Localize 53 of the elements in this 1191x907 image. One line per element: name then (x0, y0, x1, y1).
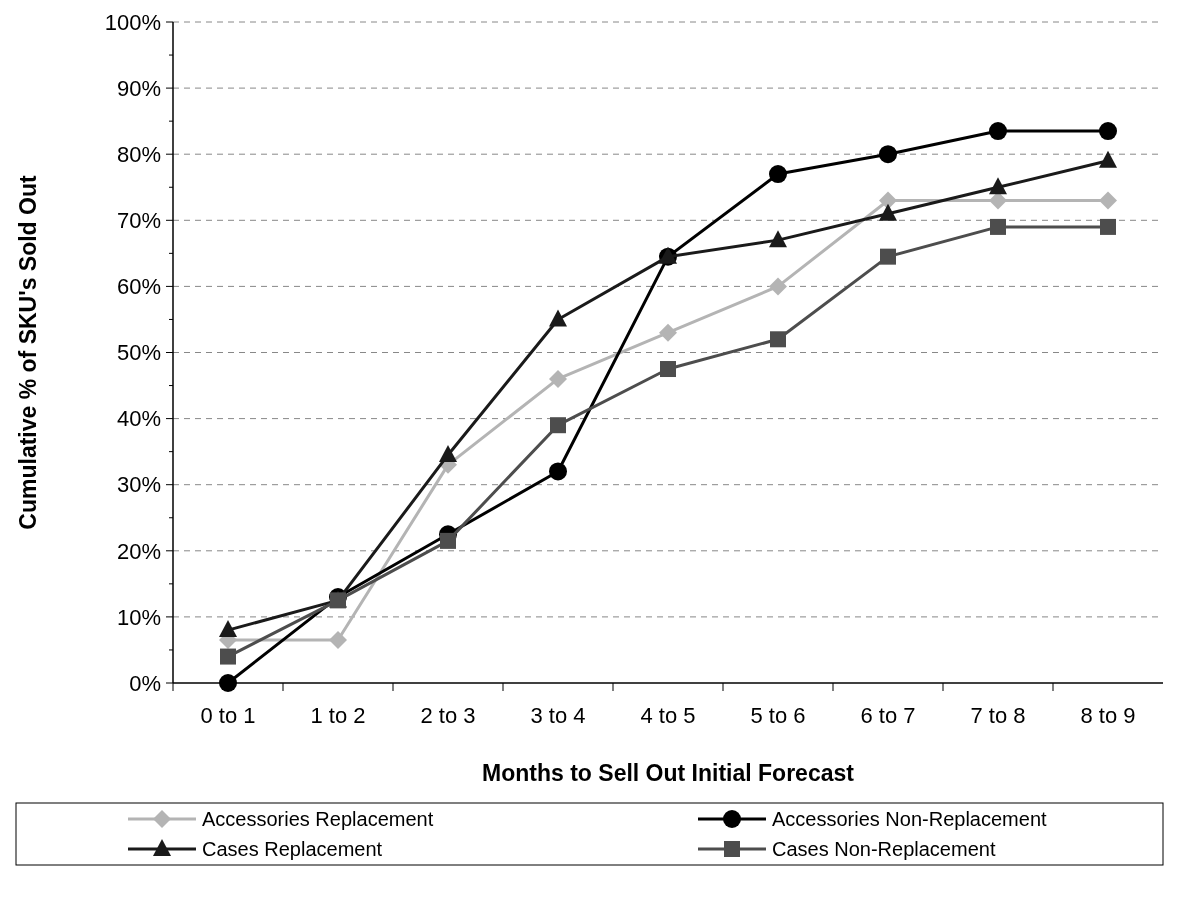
y-tick-label: 20% (116, 538, 161, 564)
legend-label: Cases Replacement (202, 838, 383, 860)
point (989, 122, 1007, 141)
point (1099, 150, 1117, 168)
legend-label: Accessories Non-Replacement (772, 808, 1047, 830)
point (770, 331, 786, 348)
x-tick-label: 7 to 8 (970, 703, 1026, 728)
y-axis-title: Cumulative % of SKU's Sold Out (15, 175, 41, 530)
x-tick-label: 1 to 2 (310, 703, 366, 728)
x-tick-label: 6 to 7 (860, 703, 916, 728)
x-axis-title: Months to Sell Out Initial Forecast (482, 760, 855, 786)
y-tick-label: 90% (116, 75, 161, 101)
point (659, 323, 677, 342)
point (990, 218, 1006, 235)
point (879, 145, 897, 164)
point (660, 361, 676, 378)
y-tick-label: 70% (116, 208, 161, 233)
point (549, 309, 567, 327)
point (1099, 191, 1117, 210)
point (329, 631, 347, 650)
x-tick-label: 3 to 4 (530, 703, 586, 728)
y-tick-label: 50% (116, 340, 161, 366)
x-tick-label: 2 to 3 (420, 703, 476, 728)
point (439, 444, 457, 462)
y-tick-label: 60% (116, 274, 161, 300)
point (879, 203, 897, 221)
point (769, 277, 787, 296)
point (989, 177, 1007, 195)
point (879, 191, 897, 210)
y-tick-label: 100% (104, 9, 161, 35)
point (549, 369, 567, 388)
x-tick-label: 5 to 6 (750, 703, 806, 728)
legend-label: Cases Non-Replacement (772, 838, 996, 860)
point (219, 620, 237, 638)
y-tick-label: 30% (116, 472, 161, 498)
point (440, 532, 456, 549)
point (549, 462, 567, 481)
y-tick-label: 0% (129, 670, 161, 696)
point (880, 248, 896, 265)
point (219, 674, 237, 692)
point (1100, 218, 1116, 235)
x-tick-label: 4 to 5 (640, 703, 696, 728)
point (550, 417, 566, 434)
legend-label: Accessories Replacement (202, 808, 434, 830)
point (769, 165, 787, 184)
y-tick-label: 40% (116, 406, 161, 432)
y-tick-label: 80% (116, 141, 161, 167)
x-tick-label: 8 to 9 (1080, 703, 1136, 728)
point (220, 648, 236, 665)
point (769, 230, 787, 248)
y-tick-label: 10% (116, 604, 161, 630)
x-tick-label: 0 to 1 (200, 703, 256, 728)
point (1099, 122, 1117, 141)
